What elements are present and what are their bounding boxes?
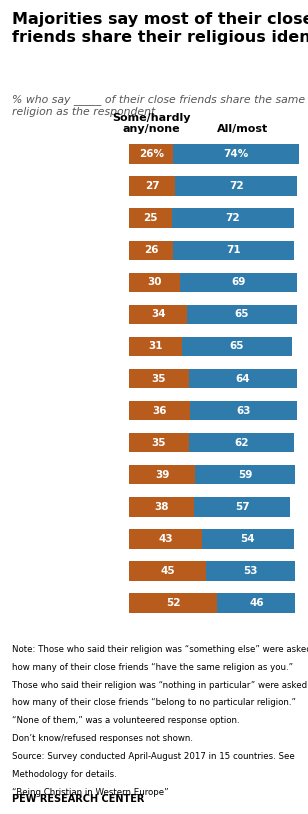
Bar [129,465,195,484]
Text: 59: 59 [238,470,253,479]
Text: how many of their close friends “have the same religion as you.”: how many of their close friends “have th… [12,663,294,672]
Bar [175,177,297,196]
Bar [173,144,299,164]
Text: 65: 65 [235,309,249,319]
Text: 30: 30 [148,278,162,287]
Text: Majorities say most of their close
friends share their religious identity: Majorities say most of their close frien… [12,12,308,46]
Text: 46: 46 [249,597,264,607]
Bar [173,240,294,260]
Text: 53: 53 [243,566,258,575]
Text: 27: 27 [145,182,160,191]
Bar [188,369,297,388]
Text: 54: 54 [241,534,255,544]
Bar [129,528,202,549]
Bar [129,369,188,388]
Bar [129,144,173,164]
Text: Those who said their religion was “nothing in particular” were asked: Those who said their religion was “nothi… [12,681,307,689]
Text: 69: 69 [231,278,246,287]
Text: 35: 35 [152,374,166,383]
Bar [206,561,295,580]
Text: 72: 72 [229,182,243,191]
Text: 45: 45 [160,566,175,575]
Text: 26%: 26% [139,150,164,160]
Bar [129,432,188,453]
Text: 64: 64 [236,374,250,383]
Text: 62: 62 [234,438,249,448]
Text: 74%: 74% [224,150,249,160]
Bar [129,208,172,229]
Bar [129,273,180,292]
Text: 71: 71 [226,246,241,256]
Text: Don’t know/refused responses not shown.: Don’t know/refused responses not shown. [12,734,193,743]
Bar [129,304,187,325]
Text: 38: 38 [154,501,169,511]
Bar [180,273,297,292]
Text: 57: 57 [235,501,249,511]
Text: “Being Christian in Western Europe”: “Being Christian in Western Europe” [12,788,169,797]
Bar [195,465,295,484]
Text: PEW RESEARCH CENTER: PEW RESEARCH CENTER [12,794,145,803]
Bar [190,400,297,421]
Text: 39: 39 [155,470,170,479]
Text: 25: 25 [143,213,158,223]
Text: 36: 36 [152,405,167,415]
Bar [202,528,294,549]
Bar [129,497,194,517]
Text: 63: 63 [237,405,251,415]
Bar [129,561,206,580]
Text: Source: Survey conducted April-August 2017 in 15 countries. See: Source: Survey conducted April-August 20… [12,752,295,761]
Bar [172,208,294,229]
Bar [129,177,175,196]
Bar [217,593,295,613]
Text: 34: 34 [151,309,165,319]
Bar [129,400,190,421]
Text: % who say _____ of their close friends share the same
religion as the respondent: % who say _____ of their close friends s… [12,94,306,117]
Bar [182,336,292,357]
Text: Some/hardly
any/none: Some/hardly any/none [112,112,191,134]
Text: 72: 72 [225,213,240,223]
Text: “None of them,” was a volunteered response option.: “None of them,” was a volunteered respon… [12,716,240,725]
Text: 26: 26 [144,246,159,256]
Text: 65: 65 [230,342,244,352]
Text: Methodology for details.: Methodology for details. [12,770,117,779]
Text: how many of their close friends “belong to no particular religion.”: how many of their close friends “belong … [12,698,296,707]
Bar [188,432,294,453]
Text: 31: 31 [148,342,163,352]
Text: 43: 43 [159,534,173,544]
Bar [129,336,182,357]
Text: All/most: All/most [217,125,269,134]
Bar [129,240,173,260]
Text: Note: Those who said their religion was “something else” were asked: Note: Those who said their religion was … [12,645,308,654]
Bar [194,497,290,517]
Text: 52: 52 [166,597,181,607]
Text: 35: 35 [152,438,166,448]
Bar [129,593,217,613]
Bar [187,304,297,325]
